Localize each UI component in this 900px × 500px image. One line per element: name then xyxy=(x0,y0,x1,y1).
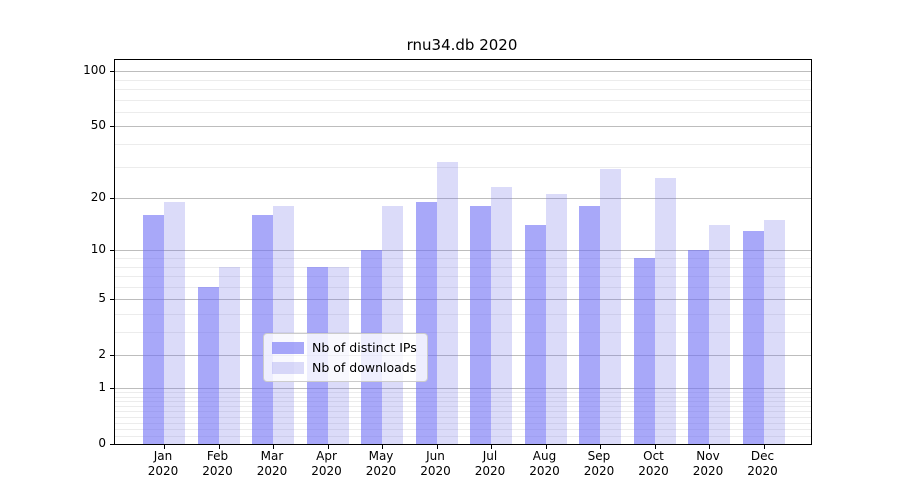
x-tick-label: Mar 2020 xyxy=(256,449,288,478)
bar-downloads-jan xyxy=(164,202,185,444)
x-tick-label: Jun 2020 xyxy=(420,449,451,478)
y-tick-label: 2 xyxy=(98,347,106,362)
x-tick-label: Sep 2020 xyxy=(583,449,615,478)
x-tick-mark xyxy=(709,445,710,449)
bar-ips-jun xyxy=(415,202,437,444)
minor-gridline xyxy=(115,266,811,268)
x-tick-label: Dec 2020 xyxy=(747,449,778,478)
y-tick-label: 5 xyxy=(98,291,106,306)
chart-title: rnu34.db 2020 xyxy=(406,36,518,54)
minor-gridline xyxy=(115,79,811,81)
bar-ips-nov xyxy=(688,250,709,444)
bar-downloads-oct xyxy=(654,177,676,444)
legend-item: Nb of downloads xyxy=(272,360,417,375)
bar-downloads-aug xyxy=(545,194,567,444)
bar-downloads-sep xyxy=(600,169,621,444)
x-tick-mark xyxy=(164,445,165,449)
minor-gridline xyxy=(115,258,811,259)
y-tick-label: 1 xyxy=(98,380,106,394)
legend-label: Nb of distinct IPs xyxy=(312,340,417,355)
y-tick-label: 0 xyxy=(98,436,106,450)
minor-gridline xyxy=(115,406,811,407)
bar-ips-aug xyxy=(524,225,546,444)
y-tick-label: 50 xyxy=(90,118,106,133)
minor-gridline xyxy=(115,416,811,418)
bar-ips-jul xyxy=(470,206,491,444)
minor-gridline xyxy=(115,276,811,277)
bar-downloads-may xyxy=(382,206,403,444)
bar-downloads-jul xyxy=(491,187,512,444)
x-tick-label: Oct 2020 xyxy=(638,449,669,478)
x-tick-mark xyxy=(218,445,220,449)
y-tick-mark xyxy=(110,444,114,445)
x-tick-mark xyxy=(273,445,274,449)
minor-gridline xyxy=(115,286,811,288)
minor-gridline xyxy=(115,314,811,315)
major-gridline xyxy=(115,250,811,252)
bar-ips-oct xyxy=(633,258,655,444)
bar-downloads-dec xyxy=(763,220,785,444)
major-gridline xyxy=(115,299,811,301)
bar-downloads-jun xyxy=(436,161,458,444)
minor-gridline xyxy=(115,144,811,145)
legend-label: Nb of downloads xyxy=(312,360,417,375)
bar-ips-jan xyxy=(143,215,164,444)
x-tick-label: May 2020 xyxy=(365,449,397,478)
minor-gridline xyxy=(115,429,811,431)
x-tick-mark xyxy=(600,445,601,449)
x-tick-label: Jul 2020 xyxy=(474,449,506,478)
y-tick-mark xyxy=(110,198,114,200)
x-tick-mark xyxy=(491,445,492,449)
minor-gridline xyxy=(115,99,811,101)
major-gridline xyxy=(115,126,811,128)
minor-gridline xyxy=(115,166,811,168)
major-gridline xyxy=(115,388,811,389)
major-gridline xyxy=(115,71,811,73)
x-tick-mark xyxy=(436,445,438,449)
bar-ips-mar xyxy=(252,215,273,444)
minor-gridline xyxy=(115,411,811,413)
y-tick-label: 20 xyxy=(90,190,106,205)
x-tick-label: Jan 2020 xyxy=(147,449,179,478)
legend: Nb of distinct IPs Nb of downloads xyxy=(263,333,428,382)
minor-gridline xyxy=(115,396,811,398)
x-tick-label: Aug 2020 xyxy=(529,449,560,478)
major-gridline xyxy=(115,355,811,357)
x-tick-label: Feb 2020 xyxy=(202,449,233,478)
bar-downloads-mar xyxy=(273,206,294,444)
minor-gridline xyxy=(115,436,811,438)
x-tick-mark xyxy=(763,445,765,449)
downloads-swatch-icon xyxy=(272,361,304,374)
bar-ips-dec xyxy=(742,230,764,444)
y-tick-mark xyxy=(110,126,114,128)
y-tick-mark xyxy=(110,299,114,301)
y-tick-mark xyxy=(110,388,114,389)
minor-gridline xyxy=(115,332,811,333)
bar-downloads-feb xyxy=(218,266,240,444)
x-tick-mark xyxy=(327,445,329,449)
y-tick-mark xyxy=(110,355,114,357)
major-gridline xyxy=(115,198,811,200)
plot-area xyxy=(110,59,812,449)
minor-gridline xyxy=(115,392,811,394)
x-tick-mark xyxy=(382,445,383,449)
legend-item: Nb of distinct IPs xyxy=(272,340,417,355)
x-tick-mark xyxy=(654,445,656,449)
bar-downloads-nov xyxy=(709,225,730,444)
x-tick-mark xyxy=(545,445,547,449)
y-tick-label: 100 xyxy=(83,63,106,78)
minor-gridline xyxy=(115,89,811,90)
minor-gridline xyxy=(115,422,811,424)
minor-gridline xyxy=(115,401,811,403)
y-tick-mark xyxy=(110,250,114,252)
y-tick-mark xyxy=(110,71,114,73)
x-tick-label: Apr 2020 xyxy=(311,449,342,478)
minor-gridline xyxy=(115,111,811,113)
ips-swatch-icon xyxy=(272,341,304,354)
y-tick-label: 10 xyxy=(90,242,106,257)
x-tick-label: Nov 2020 xyxy=(692,449,724,478)
bar-ips-feb xyxy=(197,286,219,444)
bar-ips-sep xyxy=(579,206,600,444)
